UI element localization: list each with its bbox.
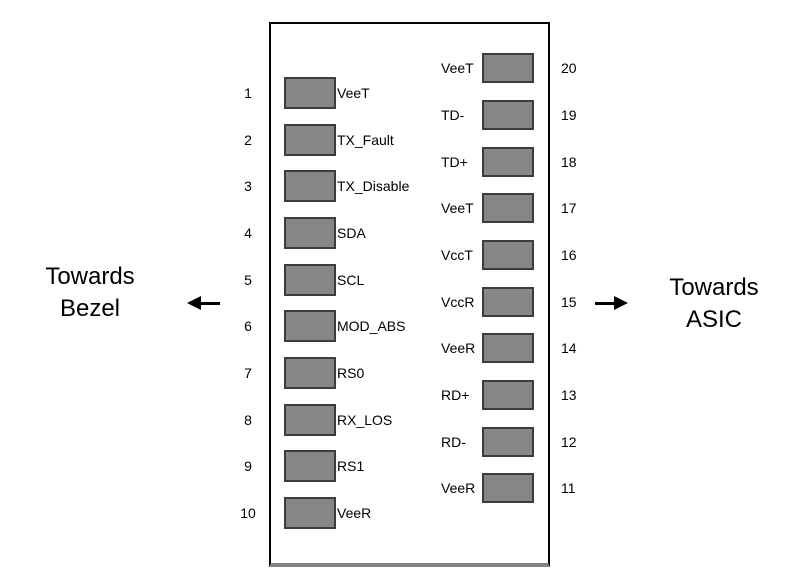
pin-pad-16: [482, 240, 534, 270]
pin-pad-13: [482, 380, 534, 410]
pin-pad-17: [482, 193, 534, 223]
towards-asic-line2: ASIC: [685, 306, 742, 333]
pin-number-7: 7: [244, 365, 252, 381]
pin-label-6: MOD_ABS: [337, 318, 406, 334]
pin-label-1: VeeT: [337, 85, 370, 101]
pin-pad-5: [284, 264, 336, 296]
pin-label-10: VeeR: [337, 505, 372, 521]
towards-asic-caption: Towards ASIC: [639, 272, 789, 336]
towards-asic-line1: Towards: [669, 274, 759, 301]
pin-pad-6: [284, 310, 336, 342]
pin-number-6: 6: [244, 318, 252, 334]
pin-label-19: TD-: [441, 107, 465, 123]
pin-pad-14: [482, 333, 534, 363]
pin-label-13: RD+: [441, 387, 470, 403]
towards-bezel-line1: Towards: [45, 263, 135, 290]
pin-number-15: 15: [561, 294, 577, 310]
pin-label-11: VeeR: [441, 480, 476, 496]
pin-label-9: RS1: [337, 458, 365, 474]
pin-number-3: 3: [244, 178, 252, 194]
pin-number-4: 4: [244, 225, 252, 241]
pin-label-4: SDA: [337, 225, 366, 241]
right-arrow-icon: [595, 296, 628, 310]
pin-pad-19: [482, 100, 534, 130]
pin-label-12: RD-: [441, 434, 466, 450]
pin-number-14: 14: [561, 340, 577, 356]
pin-label-16: VccT: [441, 247, 473, 263]
pin-pad-4: [284, 217, 336, 249]
pin-label-20: VeeT: [441, 60, 474, 76]
pin-number-2: 2: [244, 132, 252, 148]
pin-number-8: 8: [244, 412, 252, 428]
pin-pad-15: [482, 287, 534, 317]
pin-label-3: TX_Disable: [337, 178, 410, 194]
pin-label-7: RS0: [337, 365, 365, 381]
pin-label-5: SCL: [337, 272, 365, 288]
pin-label-14: VeeR: [441, 340, 476, 356]
pin-number-13: 13: [561, 387, 577, 403]
pin-label-8: RX_LOS: [337, 412, 393, 428]
pin-number-5: 5: [244, 272, 252, 288]
right-arrow-head: [614, 296, 628, 310]
pin-number-10: 10: [240, 505, 256, 521]
pin-label-18: TD+: [441, 154, 468, 170]
pin-label-15: VccR: [441, 294, 475, 310]
pin-pad-12: [482, 427, 534, 457]
pin-pad-8: [284, 404, 336, 436]
pin-number-17: 17: [561, 200, 577, 216]
pin-number-11: 11: [561, 480, 576, 496]
pin-pad-11: [482, 473, 534, 503]
pin-number-20: 20: [561, 60, 577, 76]
towards-bezel-caption: Towards Bezel: [15, 261, 165, 325]
pin-number-19: 19: [561, 107, 577, 123]
pin-pad-20: [482, 53, 534, 83]
pin-number-12: 12: [561, 434, 577, 450]
pin-pad-2: [284, 124, 336, 156]
pin-pad-18: [482, 147, 534, 177]
pin-number-1: 1: [244, 85, 252, 101]
pin-number-18: 18: [561, 154, 577, 170]
pin-pad-7: [284, 357, 336, 389]
pin-label-17: VeeT: [441, 200, 474, 216]
pin-pad-9: [284, 450, 336, 482]
pin-number-9: 9: [244, 458, 252, 474]
left-arrow-icon: [187, 296, 220, 310]
pin-number-16: 16: [561, 247, 577, 263]
pin-pad-10: [284, 497, 336, 529]
pin-label-2: TX_Fault: [337, 132, 394, 148]
pin-pad-1: [284, 77, 336, 109]
left-arrow-head: [187, 296, 201, 310]
right-arrow-shaft: [595, 302, 615, 305]
towards-bezel-line2: Bezel: [59, 295, 121, 322]
left-arrow-shaft: [200, 302, 220, 305]
pin-pad-3: [284, 170, 336, 202]
